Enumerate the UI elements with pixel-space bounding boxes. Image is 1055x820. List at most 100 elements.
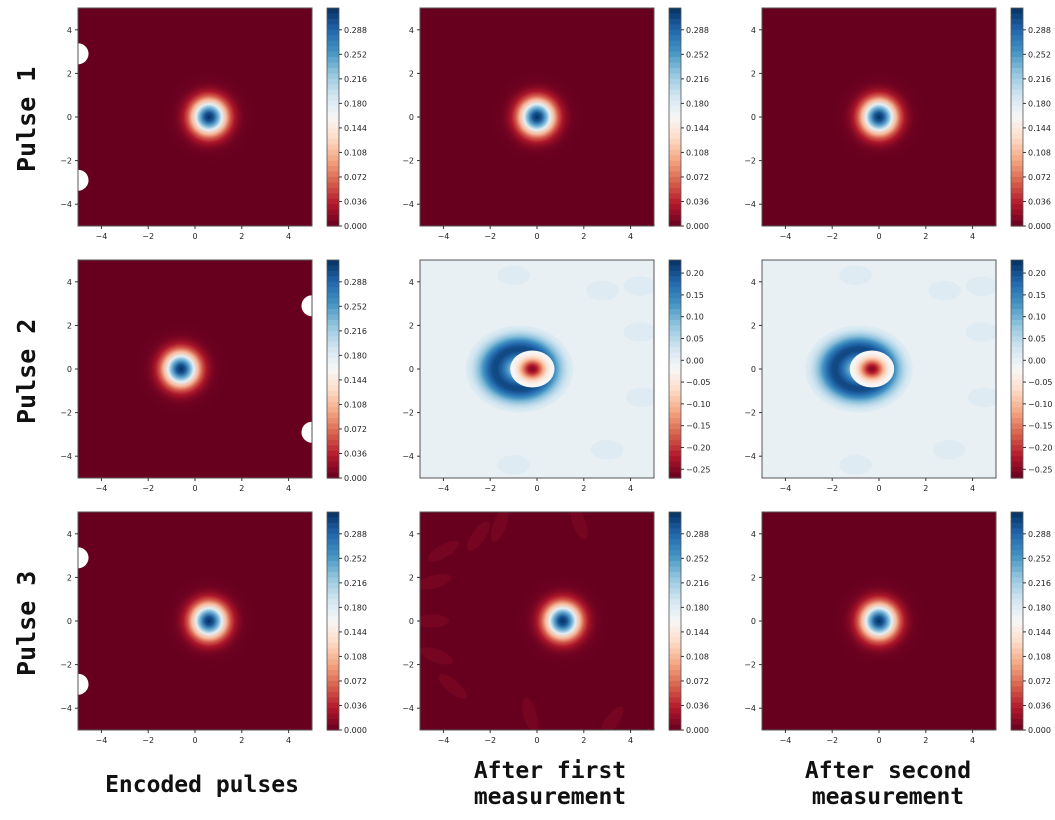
colorbar-tick-label: 0.036 xyxy=(686,197,709,206)
colorbar-tick-label: 0.288 xyxy=(344,530,367,539)
colorbar-segment xyxy=(327,209,339,216)
y-tick-label: 0 xyxy=(751,113,756,122)
heatmap-panel: −4 −2 0 2 4 4 2 0 −2 −4 0.288 0.252 0.216 0.180 0.144 0… xyxy=(40,0,380,250)
colorbar-tick-label: 0.20 xyxy=(1028,269,1046,278)
x-tick-label: 2 xyxy=(923,484,928,493)
colorbar-segment xyxy=(1011,281,1023,288)
colorbar-tick-label: −0.10 xyxy=(1028,400,1053,409)
heatmap-svg: −4 −2 0 2 4420−2−40.2880.2520.2160.1800.1440… xyxy=(60,511,367,745)
heatmap-svg: −4 −2 0 2 4 4 2 0 −2 −4 0.20 0.15 0.10 0.05 0.00 −0.05 −… xyxy=(402,259,711,493)
colorbar-segment xyxy=(327,407,339,414)
gaussian-peak xyxy=(827,569,931,673)
y-tick-label: 2 xyxy=(751,69,756,78)
colorbar-tick-label: 0.108 xyxy=(344,652,367,661)
colorbar-segment xyxy=(669,528,681,535)
colorbar-segment xyxy=(327,198,339,205)
colorbar-tick-label: 0.000 xyxy=(1028,726,1051,735)
colorbar-frame xyxy=(326,511,340,731)
colorbar-segment xyxy=(669,106,681,113)
y-tick-label: −2 xyxy=(744,661,756,670)
colorbar-tick-label: 0.180 xyxy=(344,99,367,108)
colorbar-segment xyxy=(1011,106,1023,113)
colorbar-segment xyxy=(669,67,681,74)
colorbar-tick-label: 0.288 xyxy=(1028,530,1051,539)
negative-core xyxy=(849,350,895,388)
colorbar-tick-label: 0.252 xyxy=(686,50,709,59)
colorbar-segment xyxy=(1011,396,1023,403)
colorbar-segment xyxy=(669,439,681,446)
colorbar-segment xyxy=(669,319,681,326)
colorbar-segment xyxy=(669,423,681,430)
colorbar-segment xyxy=(327,84,339,91)
colorbar-segment xyxy=(327,260,339,267)
colorbar-segment xyxy=(669,122,681,129)
x-tick-label: 0 xyxy=(192,484,197,493)
colorbar-segment xyxy=(669,517,681,524)
y-tick-label: 2 xyxy=(751,573,756,582)
colorbar-segment xyxy=(669,309,681,316)
colorbar-segment xyxy=(669,550,681,557)
colorbar-segment xyxy=(1011,528,1023,535)
colorbar-segment xyxy=(669,176,681,183)
colorbar-segment xyxy=(1011,555,1023,562)
colorbar-segment xyxy=(1011,550,1023,557)
colorbar-segment xyxy=(669,604,681,611)
colorbar-segment xyxy=(327,78,339,85)
y-tick-label: 0 xyxy=(67,617,72,626)
colorbar: 0.288 0.252 0.216 0.180 0.144 0.108 0.072 0.036… xyxy=(326,259,367,483)
colorbar-tick-label: −0.25 xyxy=(1028,465,1053,474)
heatmap-panel: −4 −2 0 2 4 4 2 0 −2 −4 0.288 0.252 0.216 0.180 0.144 0… xyxy=(382,0,722,250)
colorbar-segment xyxy=(669,314,681,321)
heatmap-field xyxy=(78,512,312,730)
colorbar-segment xyxy=(327,539,339,546)
edge-artifact xyxy=(78,43,89,65)
edge-artifact xyxy=(301,295,312,317)
colorbar-segment xyxy=(669,593,681,600)
colorbar-segment xyxy=(669,220,681,227)
colorbar-segment xyxy=(327,51,339,58)
gaussian-peak xyxy=(827,65,931,169)
colorbar-segment xyxy=(669,24,681,31)
faint-lobe xyxy=(497,455,530,475)
colorbar-segment xyxy=(327,138,339,145)
heatmap-panel: −4 −2 0 2 4 4 2 0 −2 −4 0.288 0.252 0.216 0.180 0.144 0… xyxy=(40,252,380,502)
colorbar-segment xyxy=(1011,604,1023,611)
x-tick-label: −4 xyxy=(438,736,450,745)
colorbar-segment xyxy=(669,149,681,156)
colorbar-segment xyxy=(669,544,681,551)
colorbar-tick-label: 0.180 xyxy=(344,351,367,360)
y-tick-label: −2 xyxy=(744,409,756,418)
faint-lobe xyxy=(932,439,966,460)
gaussian-peak xyxy=(129,317,233,421)
colorbar-frame xyxy=(1010,511,1024,731)
y-tick-label: 4 xyxy=(67,26,72,35)
colorbar-segment xyxy=(1011,407,1023,414)
x-tick-label: 0 xyxy=(192,736,197,745)
colorbar-segment xyxy=(669,57,681,64)
colorbar-tick-label: 0.036 xyxy=(686,701,709,710)
faint-lobe xyxy=(623,322,654,342)
colorbar-segment xyxy=(669,664,681,671)
colorbar-tick-label: 0.000 xyxy=(344,474,367,483)
colorbar-segment xyxy=(327,106,339,113)
heatmap-svg: −4 −2 0 2 4420−2−40.2880.2520.2160.1800.1440… xyxy=(744,511,1051,745)
colorbar-segment xyxy=(327,379,339,386)
interference-fringe xyxy=(467,521,490,551)
interference-fringe xyxy=(420,647,454,665)
colorbar-tick-label: 0.144 xyxy=(344,628,367,637)
colorbar-segment xyxy=(669,561,681,568)
y-tick-label: 2 xyxy=(409,69,414,78)
colorbar-segment xyxy=(327,35,339,42)
x-tick-label: −2 xyxy=(484,232,496,241)
x-tick-label: −4 xyxy=(96,484,108,493)
x-tick-label: −2 xyxy=(826,736,838,745)
heatmap-field xyxy=(420,8,654,226)
colorbar-segment xyxy=(327,593,339,600)
faint-lobe xyxy=(625,387,654,408)
colorbar-segment xyxy=(327,670,339,677)
faint-lobe xyxy=(967,387,996,408)
colorbar-segment xyxy=(669,588,681,595)
column-label-encoded-text: Encoded pulses xyxy=(105,772,299,798)
colorbar-segment xyxy=(669,281,681,288)
y-tick-label: 4 xyxy=(409,530,414,539)
